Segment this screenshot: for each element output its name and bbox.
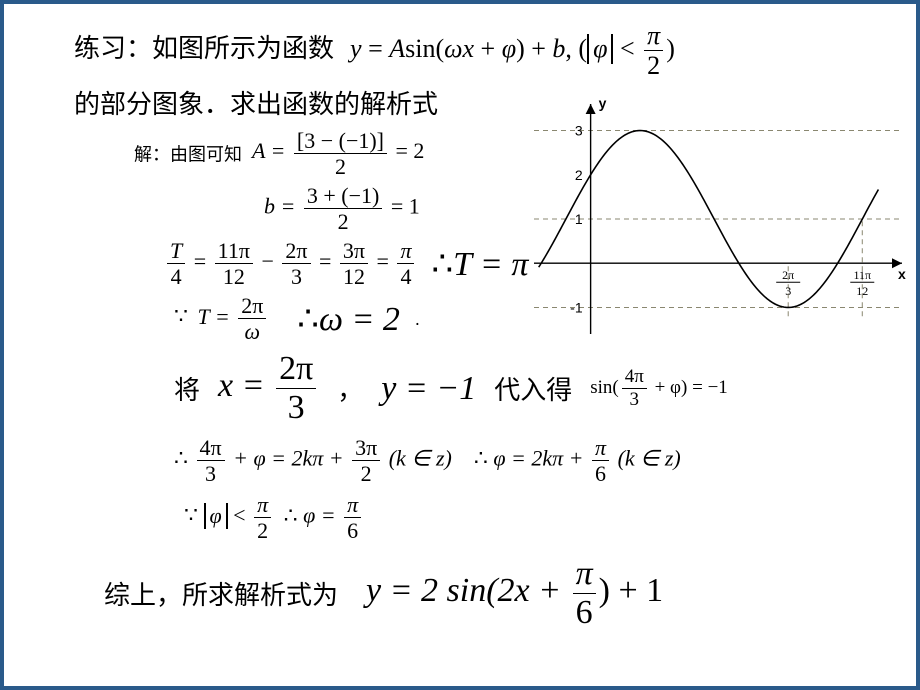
svg-text:-1: -1 (570, 299, 583, 315)
summary-line: 综上，所求解析式为 y = 2 sin(2x + π6) + 1 (104, 556, 916, 630)
solution-line-substitute: 将 x = 2π3 ， y = −1 代入得 sin(4π3 + φ) = −1 (174, 351, 916, 425)
solution-prefix: 解：由图可知 (134, 144, 242, 164)
exercise-line-1: 练习：如图所示为函数 y = Asin(ωx + φ) + b, (φ < π2… (74, 22, 916, 80)
svg-text:11π: 11π (853, 268, 871, 282)
solution-line-phi-general: ∴ 4π3 + φ = 2kπ + 3π2 (k ∈ z) ∴ φ = 2kπ … (174, 436, 916, 485)
exercise-prefix: 练习：如图所示为函数 (74, 34, 334, 63)
slide-content: 练习：如图所示为函数 y = Asin(ωx + φ) + b, (φ < π2… (4, 4, 916, 630)
svg-text:2: 2 (575, 167, 583, 183)
function-expr: y = Asin(ωx + φ) + b, (φ < π2) (350, 34, 675, 63)
function-graph: 3 2 1 -1 2π 3 11π 12 y x (514, 94, 912, 344)
svg-text:y: y (599, 95, 607, 111)
svg-text:x: x (898, 266, 906, 282)
svg-text:2π: 2π (782, 268, 794, 282)
svg-text:1: 1 (575, 211, 583, 227)
svg-text:3: 3 (575, 123, 583, 139)
svg-text:12: 12 (856, 284, 868, 298)
solution-line-phi-final: ∵ φ < π2 ∴ φ = π6 (184, 493, 916, 542)
svg-text:3: 3 (785, 284, 791, 298)
